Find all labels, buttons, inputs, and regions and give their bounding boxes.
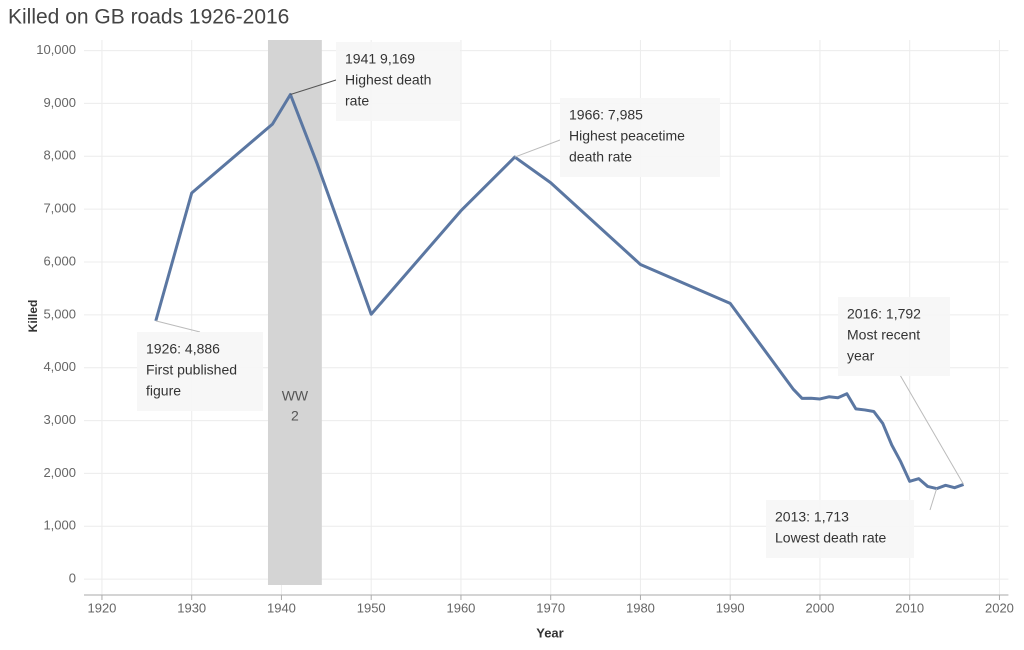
annotation-leader [899,374,964,485]
shade-label: 2 [291,408,299,424]
data-line [154,92,965,491]
x-tick-label: 1960 [446,600,475,615]
annotation-text: Most recent [847,327,920,343]
x-tick-label: 1940 [267,600,296,615]
annotation-text: Highest peacetime [569,128,685,144]
shade-band [267,40,322,585]
annotation-text: Lowest death rate [775,530,887,546]
y-tick-label: 6,000 [43,253,76,268]
x-axis-title: Year [536,625,563,640]
x-tick-label: 2000 [805,600,834,615]
x-tick-label: 1920 [87,600,116,615]
y-tick-label: 0 [69,571,76,586]
shade-label: WW [282,388,309,404]
annotation-text: death rate [569,149,632,165]
annotation-text: 2013: 1,713 [775,509,849,525]
x-tick-label: 1930 [177,600,206,615]
annotation-text: 1941 9,169 [345,51,415,67]
annotation-text: First published [146,362,237,378]
x-tick-label: 1980 [626,600,655,615]
x-tick-label: 1990 [716,600,745,615]
annotation-text: 1926: 4,886 [146,341,220,357]
y-axis-title: Killed [26,300,40,333]
annotation-box [838,297,950,376]
annotation-box [137,332,263,411]
annotation-box [766,500,914,558]
x-tick-label: 2020 [985,600,1014,615]
y-tick-label: 8,000 [43,148,76,163]
chart-title: Killed on GB roads 1926-2016 [8,6,289,29]
annotation-leader [290,79,337,95]
annotation-text: 2016: 1,792 [847,306,921,322]
annotation-text: figure [146,383,181,399]
annotation-leader [155,320,201,333]
y-tick-label: 4,000 [43,359,76,374]
annotation-leader [929,488,938,511]
y-tick-label: 9,000 [43,95,76,110]
y-tick-label: 5,000 [43,306,76,321]
x-tick-label: 1970 [536,600,565,615]
annotation-leader [514,139,561,158]
y-tick-label: 1,000 [43,518,76,533]
y-tick-label: 10,000 [36,42,76,57]
y-tick-label: 2,000 [43,465,76,480]
annotation-text: Highest death [345,72,431,88]
y-tick-label: 3,000 [43,412,76,427]
annotation-box [560,98,720,177]
annotation-text: rate [345,93,369,109]
y-tick-label: 7,000 [43,201,76,216]
annotation-box [336,42,460,121]
x-tick-label: 1950 [357,600,386,615]
annotation-text: year [847,348,875,364]
x-tick-label: 2010 [895,600,924,615]
annotation-text: 1966: 7,985 [569,107,643,123]
